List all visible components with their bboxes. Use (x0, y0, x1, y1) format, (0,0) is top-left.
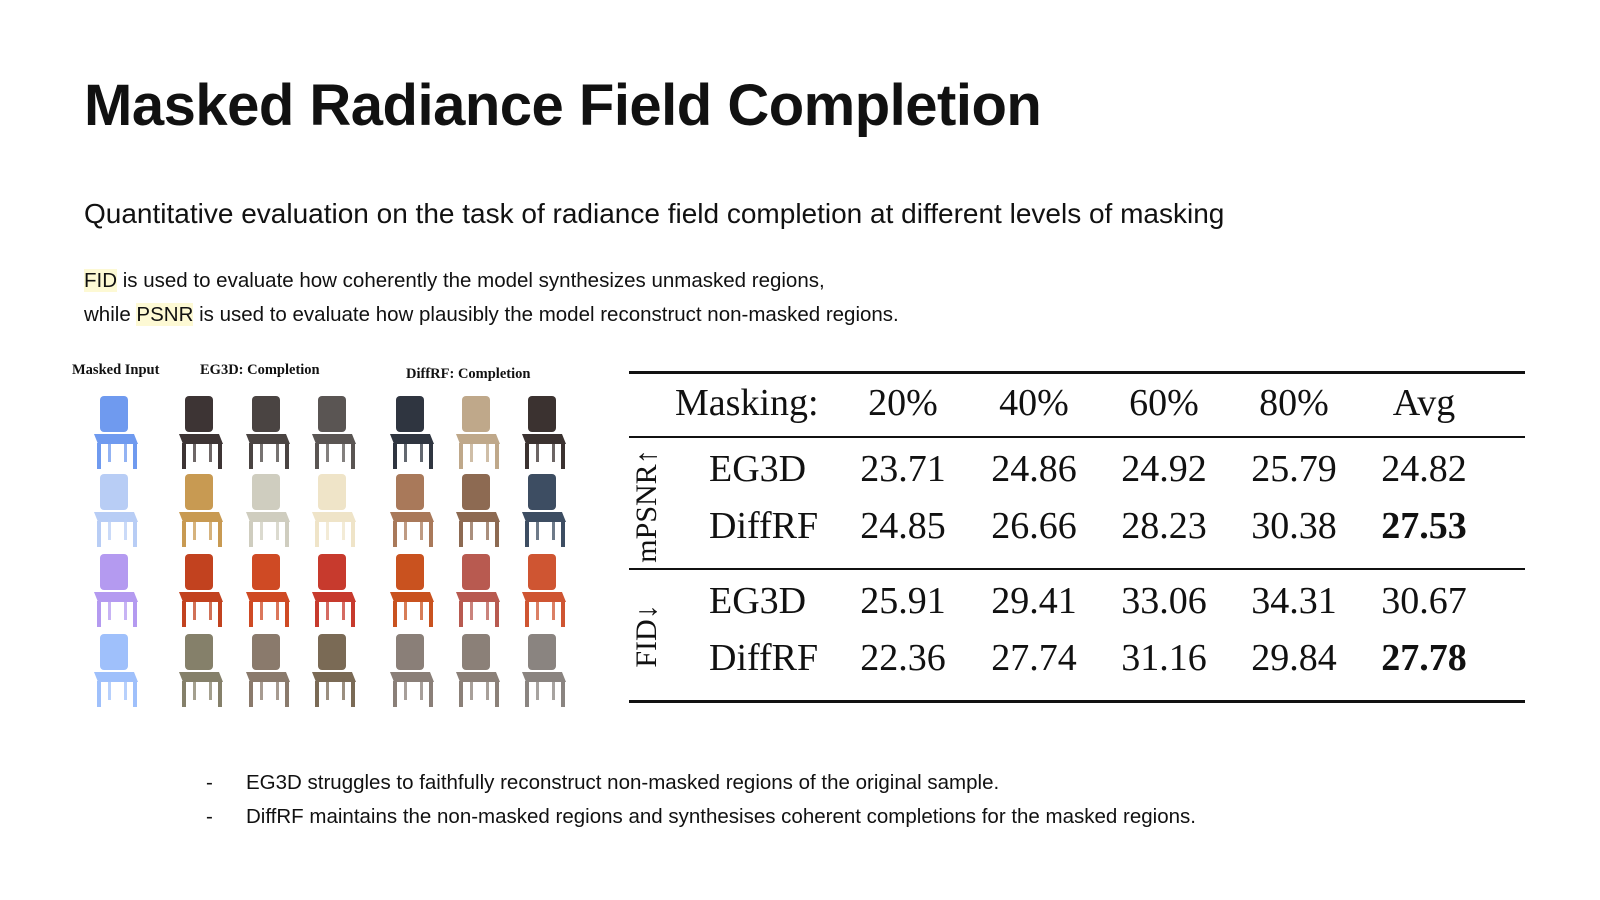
slide-title: Masked Radiance Field Completion (84, 73, 1042, 138)
chair-thumbnail (442, 390, 510, 472)
metric-description: FID is used to evaluate how coherently t… (84, 264, 899, 332)
takeaway-item: - EG3D struggles to faithfully reconstruc… (206, 766, 1196, 800)
chair-thumbnail (508, 628, 576, 710)
takeaway-text: DiffRF maintains the non-masked regions … (246, 805, 1196, 828)
chair-thumbnail (442, 468, 510, 550)
table-cell: 25.91 (860, 580, 946, 622)
method-label: EG3D (709, 448, 807, 490)
table-cell: 31.16 (1121, 637, 1207, 679)
bullet-dash: - (206, 771, 213, 794)
table-cell: 30.38 (1251, 505, 1337, 547)
chair-thumbnail (508, 468, 576, 550)
table-cell: 22.36 (860, 637, 946, 679)
method-label: DiffRF (709, 637, 819, 679)
bullet-dash: - (206, 805, 213, 828)
results-table: Masking: 20% 40% 60% 80% Avg mPSNR↑ FID↓… (629, 371, 1525, 719)
table-cell: 33.06 (1121, 580, 1207, 622)
chair-thumbnail (298, 390, 366, 472)
chair-thumbnail (165, 628, 233, 710)
table-cell: 34.31 (1251, 580, 1337, 622)
mpsnr-group-label: mPSNR↑ (630, 449, 663, 563)
chair-thumbnail (442, 628, 510, 710)
chair-thumbnail (298, 628, 366, 710)
table-cell: 23.71 (860, 448, 946, 490)
chair-thumbnail (165, 468, 233, 550)
masking-header: Masking: (675, 382, 819, 424)
chair-thumbnail (80, 548, 148, 630)
col-header-60: 60% (1129, 382, 1199, 424)
table-cell: 28.23 (1121, 505, 1207, 547)
table-cell: 27.78 (1381, 637, 1467, 679)
chair-thumbnail (165, 548, 233, 630)
method-label: DiffRF (709, 505, 819, 547)
takeaway-text: EG3D struggles to faithfully reconstruct… (246, 771, 1000, 794)
table-cell: 30.67 (1381, 580, 1467, 622)
table-group-rule (629, 568, 1525, 570)
takeaway-list: - EG3D struggles to faithfully reconstruc… (206, 766, 1196, 834)
diffrf-completion-label: DiffRF: Completion (406, 366, 531, 382)
table-header-rule (629, 436, 1525, 438)
table-top-rule (629, 371, 1525, 374)
chair-thumbnail (232, 468, 300, 550)
table-bottom-rule (629, 700, 1525, 703)
desc-line2-text: is used to evaluate how plausibly the mo… (193, 303, 899, 326)
table-cell: 24.92 (1121, 448, 1207, 490)
col-header-20: 20% (868, 382, 938, 424)
chair-thumbnail (376, 548, 444, 630)
table-cell: 27.74 (991, 637, 1077, 679)
chair-thumbnail (508, 548, 576, 630)
chair-thumbnail (376, 628, 444, 710)
masked-input-label: Masked Input (72, 362, 160, 378)
table-cell: 26.66 (991, 505, 1077, 547)
psnr-highlight: PSNR (136, 303, 194, 326)
table-cell: 29.84 (1251, 637, 1337, 679)
chair-thumbnail (376, 468, 444, 550)
chair-thumbnail (442, 548, 510, 630)
chair-thumbnail (232, 390, 300, 472)
table-cell: 24.86 (991, 448, 1077, 490)
chair-thumbnail (80, 628, 148, 710)
fid-highlight: FID (84, 269, 118, 292)
chair-thumbnail (232, 628, 300, 710)
takeaway-item: - DiffRF maintains the non-masked regions… (206, 800, 1196, 834)
table-cell: 29.41 (991, 580, 1077, 622)
fid-group-label: FID↓ (630, 604, 663, 668)
chair-thumbnail (298, 468, 366, 550)
method-label: EG3D (709, 580, 807, 622)
col-header-80: 80% (1259, 382, 1329, 424)
chair-thumbnail (232, 548, 300, 630)
desc-line2-prefix: while (84, 303, 137, 326)
slide-subtitle: Quantitative evaluation on the task of r… (84, 198, 1225, 229)
desc-line1-text: is used to evaluate how coherently the m… (117, 269, 825, 292)
chair-thumbnail (298, 548, 366, 630)
col-header-40: 40% (999, 382, 1069, 424)
chair-completion-figure: Masked Input EG3D: Completion DiffRF: Co… (66, 360, 596, 720)
col-header-avg: Avg (1392, 382, 1456, 424)
table-cell: 24.82 (1381, 448, 1467, 490)
chair-thumbnail (80, 468, 148, 550)
chair-thumbnail (80, 390, 148, 472)
table-cell: 25.79 (1251, 448, 1337, 490)
chair-thumbnail (508, 390, 576, 472)
table-cell: 24.85 (860, 505, 946, 547)
chair-thumbnail (376, 390, 444, 472)
table-cell: 27.53 (1381, 505, 1467, 547)
chair-thumbnail (165, 390, 233, 472)
eg3d-completion-label: EG3D: Completion (200, 362, 320, 378)
